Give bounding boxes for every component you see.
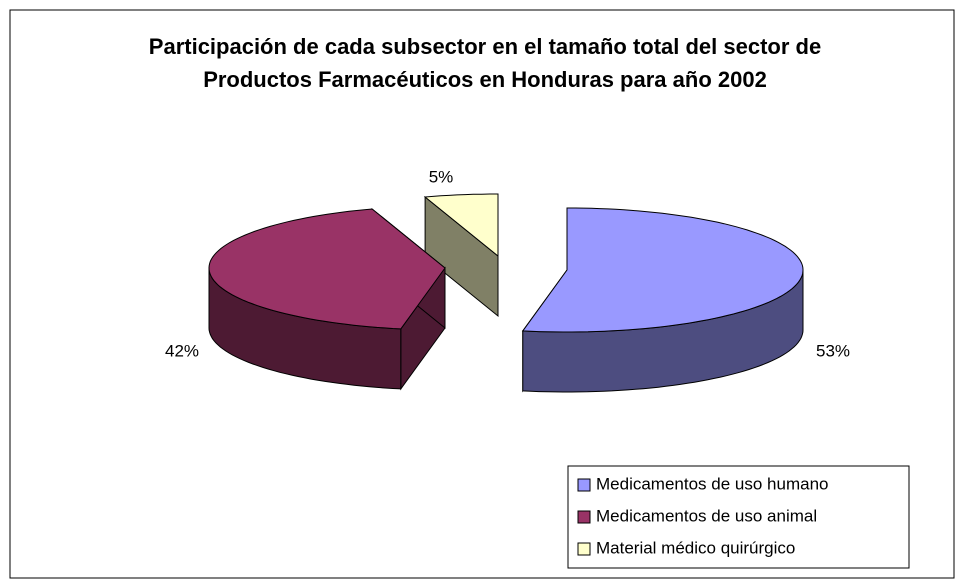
legend-swatch <box>577 510 591 524</box>
legend-label: Material médico quirúrgico <box>596 538 795 557</box>
data-label: 5% <box>429 167 454 186</box>
chart-title: Participación de cada subsector en el ta… <box>148 34 822 92</box>
legend-label: Medicamentos de uso humano <box>596 474 828 493</box>
slice <box>521 207 804 333</box>
legend-label: Medicamentos de uso animal <box>596 506 817 525</box>
data-label: 42% <box>165 341 199 360</box>
slice <box>423 193 499 258</box>
legend-box <box>567 465 910 569</box>
data-label: 53% <box>816 341 850 360</box>
legend-swatch <box>577 542 591 556</box>
slice <box>208 208 446 330</box>
legend-swatch <box>577 478 591 492</box>
